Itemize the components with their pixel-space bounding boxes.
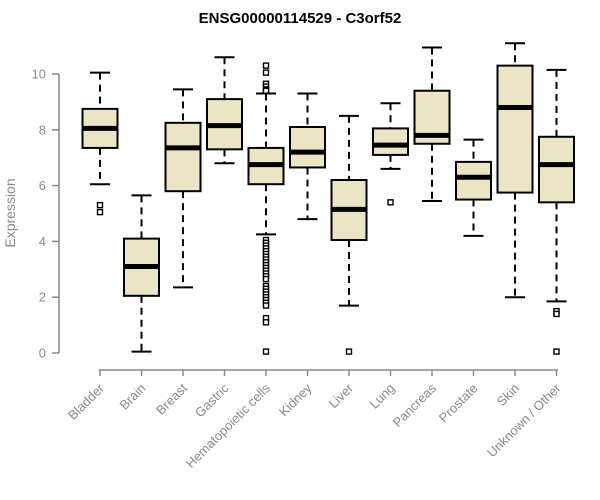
outlier-point: [262, 62, 270, 69]
iqr-box: [164, 121, 202, 193]
box-brain: [123, 194, 160, 353]
y-tick-label-6: 6: [39, 178, 46, 193]
iqr-box: [289, 126, 326, 169]
y-tick-label-2: 2: [39, 290, 46, 305]
outlier-point: [96, 208, 104, 216]
box-hematopoietic-cells: [247, 62, 285, 355]
outlier-point: [553, 310, 560, 318]
y-tick-label-10: 10: [32, 67, 46, 82]
x-tick-label-skin: Skin: [494, 381, 522, 409]
box-bladder: [81, 71, 119, 216]
y-tick-label-8: 8: [39, 122, 46, 137]
x-tick-label-liver: Liver: [326, 380, 357, 411]
outlier-point: [387, 199, 394, 206]
y-tick-label-0: 0: [39, 346, 46, 361]
boxplot-series: [81, 42, 575, 355]
iqr-box: [455, 160, 492, 201]
outlier-point: [262, 348, 270, 355]
outlier-point: [96, 201, 104, 209]
box-kidney: [289, 92, 326, 221]
x-tick-label-unknown-other: Unknown / Other: [484, 380, 564, 460]
x-tick-label-kidney: Kidney: [276, 380, 315, 419]
x-tick-label-pancreas: Pancreas: [390, 380, 440, 430]
box-gastric: [206, 56, 243, 165]
y-axis-label: Expression: [2, 178, 18, 247]
x-tick-label-lung: Lung: [367, 381, 398, 412]
outlier-point: [553, 348, 560, 355]
iqr-box: [372, 127, 409, 156]
x-tick-label-prostate: Prostate: [436, 381, 481, 426]
box-skin: [496, 42, 534, 299]
box-prostate: [455, 138, 492, 237]
iqr-box: [496, 64, 534, 194]
box-lung: [372, 102, 409, 206]
x-tick-label-brain: Brain: [117, 381, 149, 413]
x-tick-label-gastric: Gastric: [192, 380, 232, 420]
x-tick-label-bladder: Bladder: [65, 380, 108, 423]
x-tick-label-breast: Breast: [153, 380, 190, 417]
outlier-point: [262, 275, 270, 283]
chart-title: ENSG00000114529 - C3orf52: [199, 10, 402, 27]
outlier-point: [262, 302, 270, 309]
box-liver: [330, 114, 368, 355]
iqr-box: [538, 135, 575, 204]
box-unknown-other: [538, 68, 575, 355]
outlier-point: [262, 87, 270, 94]
outlier-point: [262, 319, 270, 326]
y-tick-label-4: 4: [39, 234, 46, 249]
outlier-point: [345, 348, 353, 355]
box-pancreas: [413, 46, 451, 202]
y-axis: 0 2 4 6 8 10: [32, 67, 60, 361]
outlier-point: [262, 69, 270, 76]
box-breast: [164, 88, 202, 289]
